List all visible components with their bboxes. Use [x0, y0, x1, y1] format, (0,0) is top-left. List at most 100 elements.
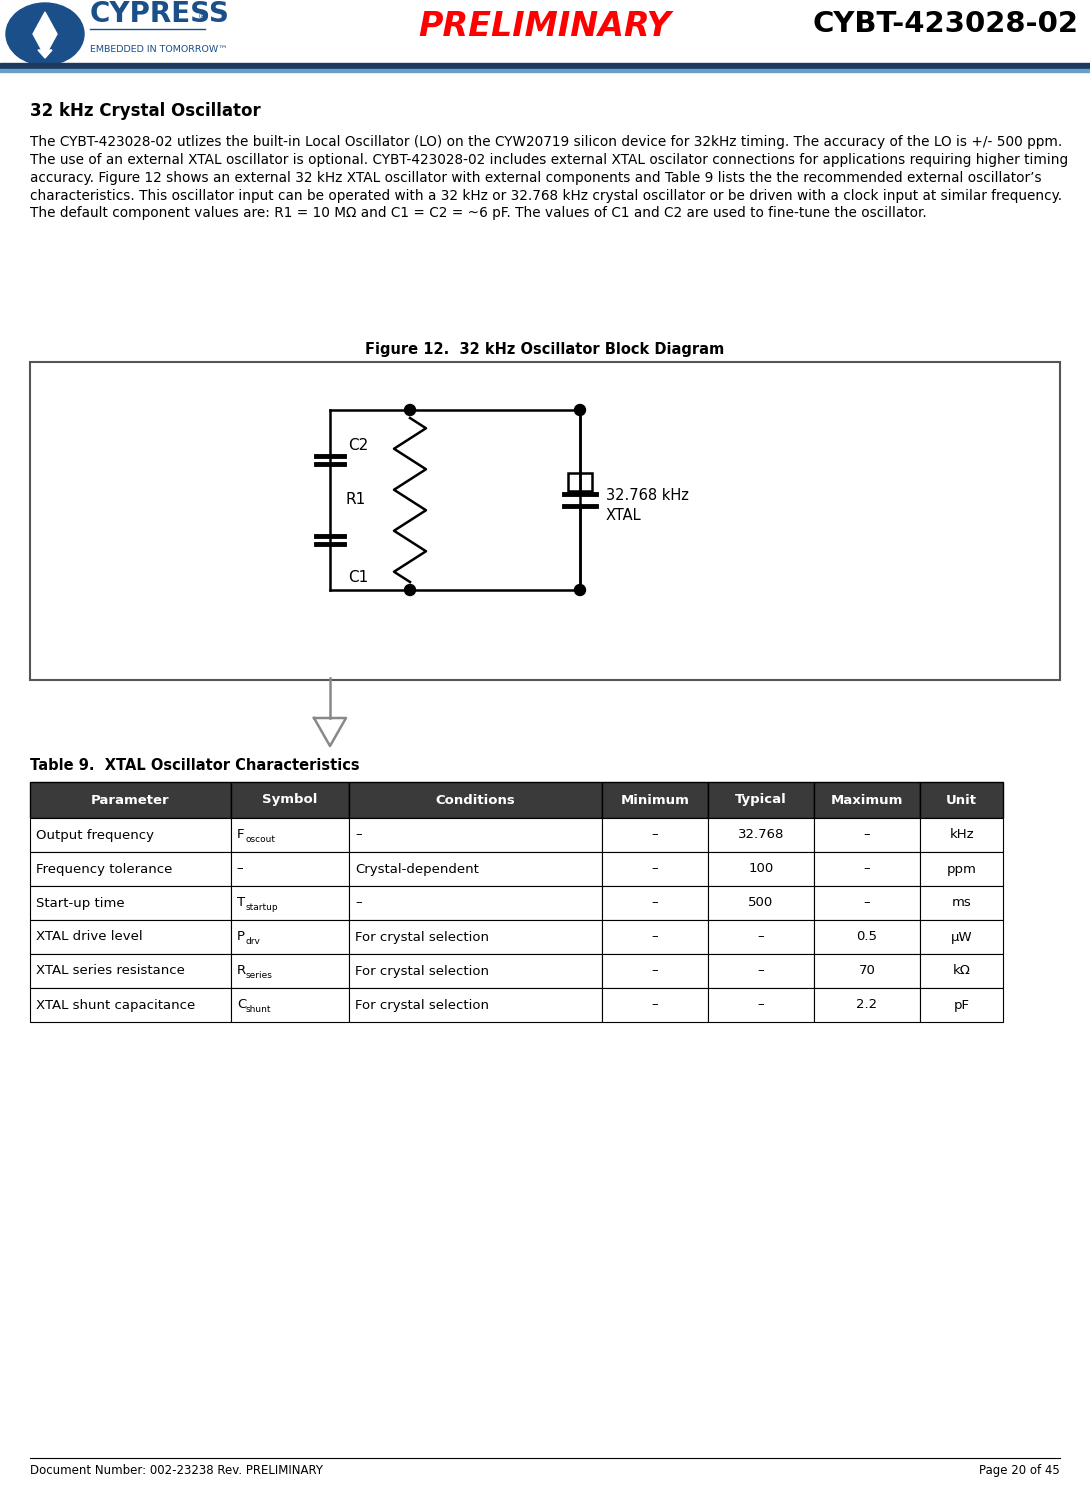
- Text: –: –: [652, 829, 658, 841]
- Text: R: R: [237, 965, 246, 977]
- Bar: [31, 819, 231, 852]
- Bar: [349, 852, 602, 886]
- Text: Page 20 of 45: Page 20 of 45: [979, 1464, 1059, 1478]
- Text: For crystal selection: For crystal selection: [355, 998, 489, 1011]
- Text: 32.768 kHz: 32.768 kHz: [606, 489, 689, 503]
- Bar: [602, 886, 707, 920]
- Text: Table 9.  XTAL Oscillator Characteristics: Table 9. XTAL Oscillator Characteristics: [31, 757, 360, 772]
- Text: P: P: [237, 931, 245, 944]
- Bar: [602, 852, 707, 886]
- Text: 70: 70: [859, 965, 875, 977]
- Bar: [0, 63, 1090, 69]
- Text: drv: drv: [246, 938, 261, 947]
- Text: XTAL drive level: XTAL drive level: [36, 931, 143, 944]
- Text: Conditions: Conditions: [436, 793, 516, 807]
- Text: CYPRESS: CYPRESS: [90, 0, 230, 28]
- Text: series: series: [246, 971, 272, 980]
- Bar: [602, 819, 707, 852]
- Bar: [231, 920, 349, 955]
- Bar: [814, 819, 920, 852]
- Bar: [231, 886, 349, 920]
- Text: –: –: [652, 998, 658, 1011]
- Text: Minimum: Minimum: [620, 793, 689, 807]
- Text: Start-up time: Start-up time: [36, 896, 124, 910]
- Text: –: –: [863, 862, 870, 875]
- Bar: [602, 920, 707, 955]
- Ellipse shape: [7, 3, 84, 66]
- Text: –: –: [237, 862, 243, 875]
- Bar: [814, 988, 920, 1022]
- Bar: [920, 988, 1004, 1022]
- Bar: [231, 852, 349, 886]
- Text: Document Number: 002-23238 Rev. PRELIMINARY: Document Number: 002-23238 Rev. PRELIMIN…: [31, 1464, 323, 1478]
- Text: PRELIMINARY: PRELIMINARY: [419, 10, 671, 43]
- Text: 32 kHz Crystal Oscillator: 32 kHz Crystal Oscillator: [31, 102, 261, 120]
- Bar: [31, 781, 231, 819]
- Text: –: –: [758, 998, 764, 1011]
- Text: CYBT-423028-02: CYBT-423028-02: [812, 10, 1078, 37]
- Bar: [31, 852, 231, 886]
- Text: Crystal-dependent: Crystal-dependent: [355, 862, 480, 875]
- Text: XTAL: XTAL: [606, 508, 642, 523]
- Text: 500: 500: [748, 896, 774, 910]
- Text: C2: C2: [348, 438, 368, 453]
- Bar: [814, 852, 920, 886]
- Text: ®: ®: [198, 12, 208, 22]
- Bar: [602, 988, 707, 1022]
- Text: kHz: kHz: [949, 829, 974, 841]
- Bar: [707, 988, 814, 1022]
- Text: 2.2: 2.2: [857, 998, 877, 1011]
- Bar: [0, 69, 1090, 72]
- Text: 100: 100: [748, 862, 774, 875]
- Bar: [707, 886, 814, 920]
- Bar: [814, 920, 920, 955]
- Bar: [920, 920, 1004, 955]
- Text: –: –: [652, 965, 658, 977]
- Bar: [349, 988, 602, 1022]
- Bar: [31, 955, 231, 988]
- Text: –: –: [652, 862, 658, 875]
- Text: –: –: [355, 896, 362, 910]
- Text: XTAL shunt capacitance: XTAL shunt capacitance: [36, 998, 195, 1011]
- Bar: [707, 920, 814, 955]
- Text: –: –: [758, 931, 764, 944]
- Bar: [602, 781, 707, 819]
- Text: ms: ms: [952, 896, 971, 910]
- Text: XTAL series resistance: XTAL series resistance: [36, 965, 185, 977]
- Bar: [602, 955, 707, 988]
- Text: μW: μW: [950, 931, 972, 944]
- Bar: [814, 781, 920, 819]
- Text: –: –: [652, 931, 658, 944]
- Bar: [920, 955, 1004, 988]
- Text: 0.5: 0.5: [857, 931, 877, 944]
- Polygon shape: [38, 49, 52, 58]
- Text: Unit: Unit: [946, 793, 977, 807]
- Text: kΩ: kΩ: [953, 965, 970, 977]
- Bar: [814, 955, 920, 988]
- Text: pF: pF: [954, 998, 970, 1011]
- Text: Symbol: Symbol: [263, 793, 318, 807]
- Bar: [707, 819, 814, 852]
- Text: Output frequency: Output frequency: [36, 829, 154, 841]
- Bar: [707, 781, 814, 819]
- Bar: [231, 781, 349, 819]
- Bar: [31, 362, 1059, 680]
- Bar: [349, 886, 602, 920]
- Bar: [920, 781, 1004, 819]
- Text: –: –: [863, 896, 870, 910]
- Bar: [31, 920, 231, 955]
- Text: C: C: [237, 998, 246, 1011]
- Text: R1: R1: [346, 493, 366, 508]
- Text: The CYBT-423028-02 utlizes the built-in Local Oscillator (LO) on the CYW20719 si: The CYBT-423028-02 utlizes the built-in …: [31, 134, 1068, 221]
- Bar: [349, 819, 602, 852]
- Polygon shape: [33, 12, 57, 55]
- Text: 32.768: 32.768: [738, 829, 784, 841]
- Bar: [707, 852, 814, 886]
- Text: Maximum: Maximum: [831, 793, 903, 807]
- Bar: [231, 988, 349, 1022]
- Text: EMBEDDED IN TOMORROW™: EMBEDDED IN TOMORROW™: [90, 45, 228, 54]
- Bar: [920, 886, 1004, 920]
- Bar: [349, 781, 602, 819]
- Bar: [0, 0, 1090, 69]
- Bar: [349, 955, 602, 988]
